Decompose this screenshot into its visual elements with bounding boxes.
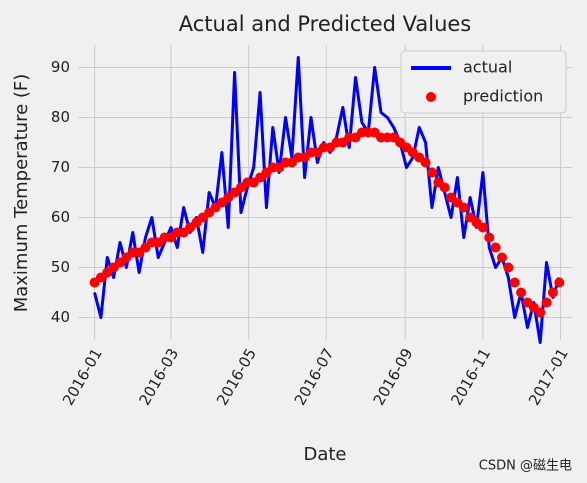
prediction-point xyxy=(439,182,450,193)
prediction-point xyxy=(477,222,488,233)
y-tick-label: 90 xyxy=(51,58,70,76)
y-tick-label: 40 xyxy=(51,308,70,326)
prediction-point xyxy=(426,167,437,178)
watermark: CSDN @磁生电 xyxy=(479,459,572,474)
legend-swatch xyxy=(426,92,436,102)
prediction-point xyxy=(541,297,552,308)
x-axis-label: Date xyxy=(303,444,346,465)
prediction-point xyxy=(503,262,514,273)
prediction-point xyxy=(509,277,520,288)
y-tick-label: 70 xyxy=(51,158,70,176)
prediction-point xyxy=(484,232,495,243)
prediction-point xyxy=(420,157,431,168)
prediction-point xyxy=(516,287,527,298)
y-tick-label: 80 xyxy=(51,108,70,126)
legend-label: actual xyxy=(463,58,512,77)
prediction-point xyxy=(458,202,469,213)
prediction-point xyxy=(496,252,507,263)
prediction-point xyxy=(535,307,546,318)
chart-title: Actual and Predicted Values xyxy=(179,12,472,36)
prediction-point xyxy=(490,242,501,253)
legend-label: prediction xyxy=(463,87,543,106)
y-tick-label: 60 xyxy=(51,208,70,226)
prediction-point xyxy=(547,287,558,298)
prediction-point xyxy=(554,277,565,288)
y-axis-label: Maximum Temperature (F) xyxy=(11,74,32,313)
y-tick-label: 50 xyxy=(51,258,70,276)
